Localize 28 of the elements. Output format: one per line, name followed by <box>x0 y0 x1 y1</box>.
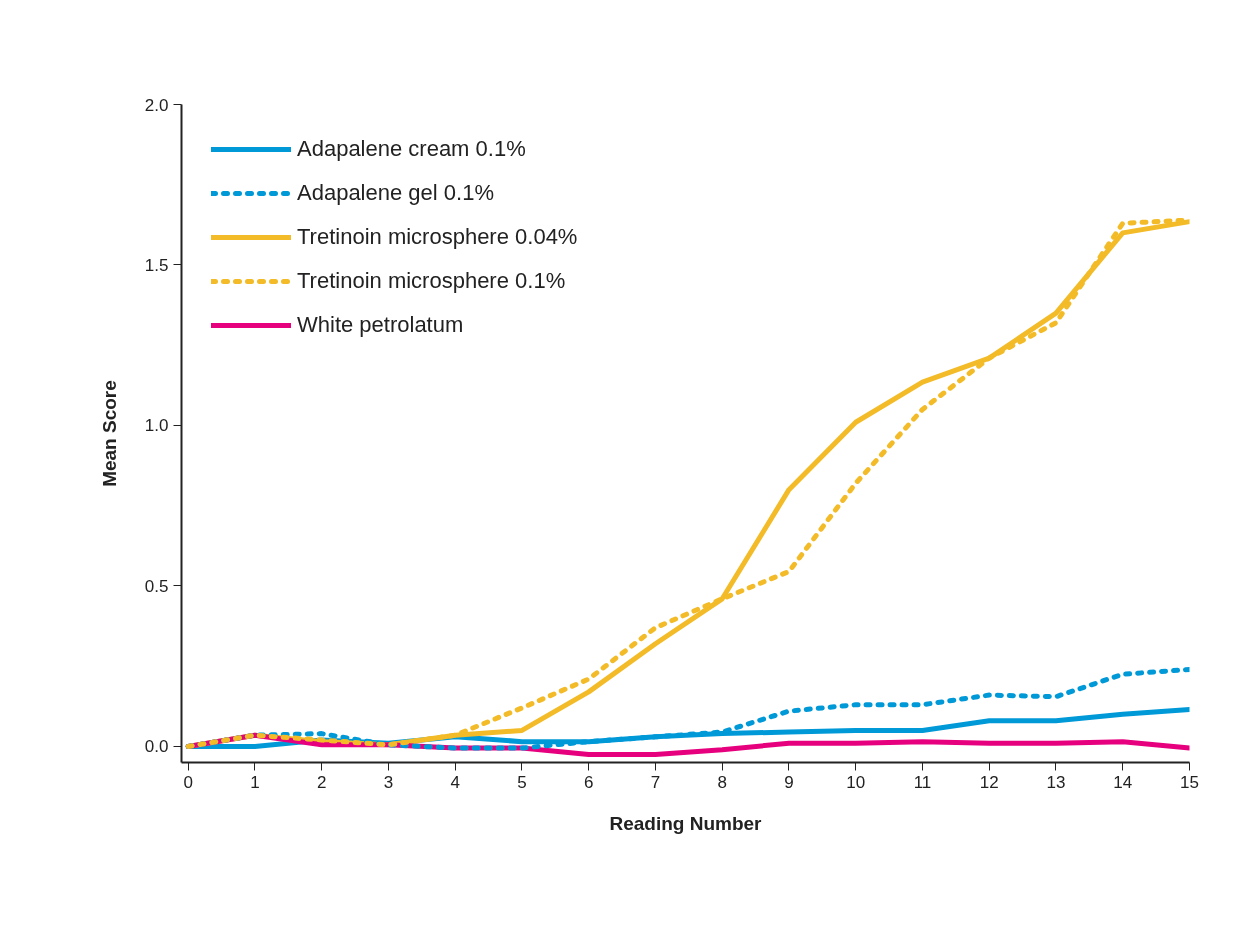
legend-label: Adapalene gel 0.1% <box>297 180 494 206</box>
x-tick-label: 15 <box>1180 772 1199 792</box>
legend-label: Tretinoin microsphere 0.04% <box>297 224 578 250</box>
x-tick-label: 1 <box>250 772 260 792</box>
x-tick-label: 8 <box>717 772 727 792</box>
y-tick-label: 0.0 <box>144 737 169 757</box>
x-tick-label: 0 <box>183 772 193 792</box>
y-axis-title: Mean Score <box>98 380 120 487</box>
x-tick-label: 14 <box>1113 772 1133 792</box>
legend-label: Tretinoin microsphere 0.1% <box>297 268 566 294</box>
legend-label: Adapalene cream 0.1% <box>297 136 526 162</box>
x-tick-label: 7 <box>650 772 661 792</box>
x-tick-label: 13 <box>1046 772 1066 792</box>
x-axis-title: Reading Number <box>609 812 763 834</box>
x-tick-label: 5 <box>517 772 527 792</box>
x-tick-label: 12 <box>979 772 999 792</box>
x-tick-label: 10 <box>846 772 866 792</box>
legend-label: White petrolatum <box>297 312 464 338</box>
x-tick-label: 2 <box>316 772 327 792</box>
x-tick-label: 6 <box>583 772 594 792</box>
y-tick-label: 1.0 <box>144 416 169 436</box>
x-tick-label: 9 <box>784 772 794 792</box>
x-tick-label: 11 <box>913 772 932 792</box>
y-tick-label: 0.5 <box>144 576 169 596</box>
y-tick-label: 1.5 <box>144 255 169 275</box>
x-tick-label: 4 <box>450 772 460 792</box>
x-tick-label: 3 <box>383 772 394 792</box>
y-tick-label: 2.0 <box>144 95 169 115</box>
